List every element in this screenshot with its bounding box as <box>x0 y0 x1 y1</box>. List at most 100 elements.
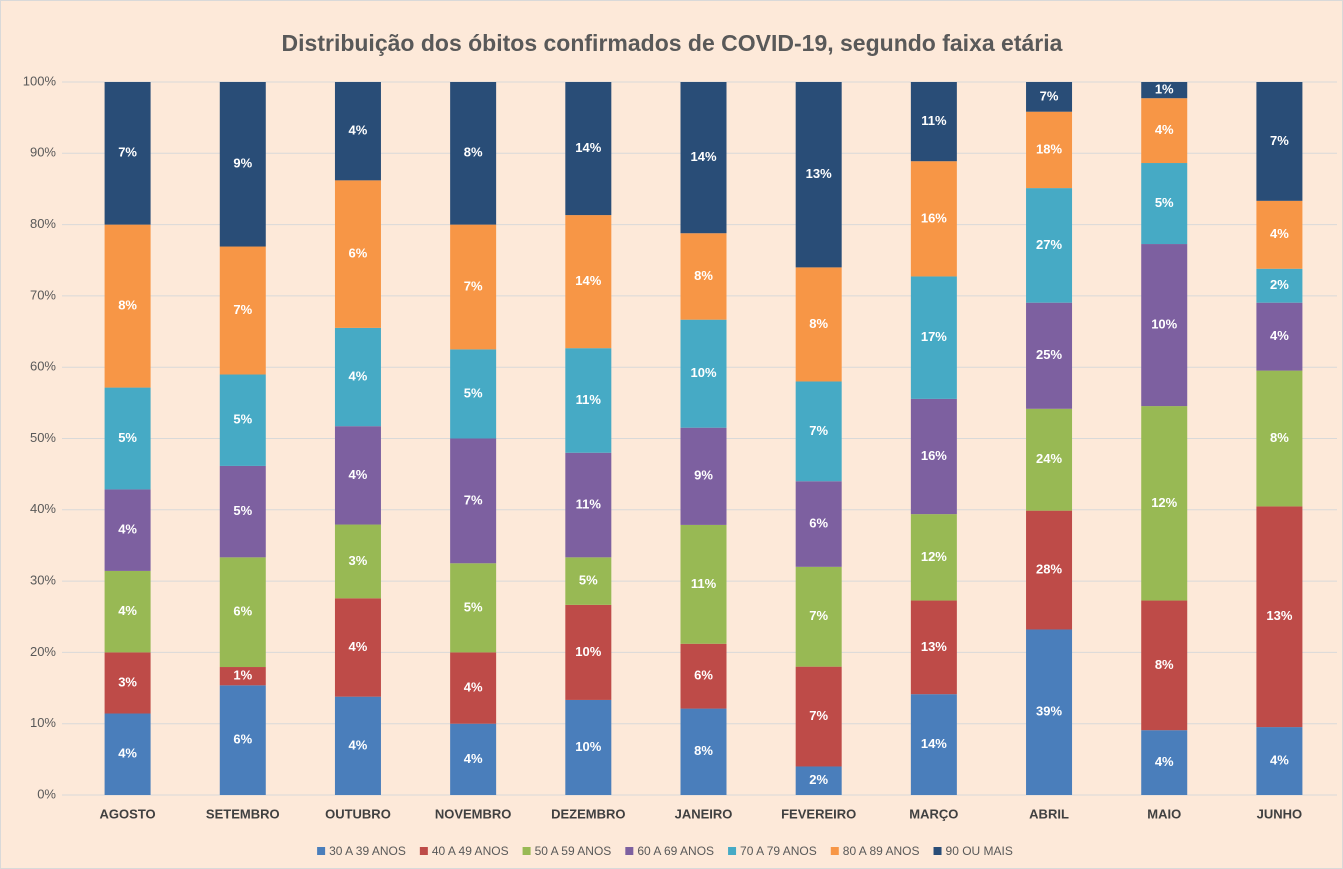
data-label: 5% <box>464 385 483 400</box>
legend-swatch <box>522 847 531 855</box>
y-tick-label: 10% <box>30 715 56 730</box>
bar-segment <box>910 161 957 277</box>
bar-segment <box>104 570 151 653</box>
bar-segment <box>334 696 381 795</box>
data-label: 7% <box>1040 88 1059 103</box>
bar-segment <box>680 427 727 525</box>
data-label: 4% <box>464 751 483 766</box>
bar-segment <box>1256 82 1303 201</box>
bar-segment <box>1256 302 1303 371</box>
bar-segment <box>795 381 842 482</box>
data-label: 27% <box>1036 237 1062 252</box>
y-tick-label: 100% <box>23 73 57 88</box>
data-label: 6% <box>233 732 252 747</box>
chart-title: Distribuição dos óbitos confirmados de C… <box>282 30 1063 56</box>
bar-segment <box>334 327 381 427</box>
data-label: 16% <box>921 210 947 225</box>
x-tick-label: AGOSTO <box>100 806 156 821</box>
data-label: 10% <box>1151 317 1177 332</box>
bar-segment <box>1026 188 1073 303</box>
bar-segment <box>680 524 727 644</box>
bar-segment <box>450 723 497 795</box>
bar-segment <box>1026 111 1073 189</box>
y-tick-label: 30% <box>30 573 56 588</box>
data-label: 8% <box>464 145 483 160</box>
data-label: 4% <box>118 522 137 537</box>
data-label: 5% <box>118 430 137 445</box>
data-label: 4% <box>349 123 368 138</box>
bar-segment <box>795 666 842 767</box>
bar-segment <box>565 215 612 349</box>
bar-segment <box>219 667 266 686</box>
data-label: 14% <box>921 736 947 751</box>
x-tick-label: JUNHO <box>1257 806 1303 821</box>
bar-segment <box>104 713 151 795</box>
data-label: 3% <box>118 674 137 689</box>
data-label: 7% <box>233 302 252 317</box>
bar-segment <box>565 452 612 558</box>
x-tick-label: DEZEMBRO <box>551 806 625 821</box>
data-label: 4% <box>464 679 483 694</box>
data-label: 2% <box>1270 277 1289 292</box>
bar-segment <box>1141 163 1188 245</box>
data-label: 4% <box>1270 752 1289 767</box>
y-tick-label: 50% <box>30 430 56 445</box>
data-label: 11% <box>691 576 717 591</box>
bar-segment <box>334 524 381 599</box>
bar-segment <box>1026 629 1073 795</box>
y-tick-label: 40% <box>30 501 56 516</box>
data-label: 18% <box>1036 141 1062 156</box>
x-tick-label: SETEMBRO <box>206 806 280 821</box>
data-label: 7% <box>464 278 483 293</box>
legend-swatch <box>728 847 737 855</box>
data-label: 4% <box>118 746 137 761</box>
data-label: 5% <box>233 503 252 518</box>
legend-label: 80 A 89 ANOS <box>843 844 920 858</box>
bar-segment <box>450 652 497 724</box>
bar-segment <box>450 349 497 439</box>
bar-segment <box>450 438 497 564</box>
bar-segment <box>910 398 957 515</box>
bar-segment <box>565 348 612 453</box>
bar-segment <box>1256 727 1303 795</box>
data-label: 14% <box>575 273 601 288</box>
bar-segment <box>1141 98 1188 164</box>
bar-segment <box>219 465 266 558</box>
bar-segment <box>1026 408 1073 511</box>
data-label: 8% <box>694 743 713 758</box>
data-label: 6% <box>233 604 252 619</box>
x-tick-label: JANEIRO <box>675 806 733 821</box>
bar-segment <box>910 694 957 795</box>
data-label: 7% <box>809 423 828 438</box>
data-label: 14% <box>575 140 601 155</box>
data-label: 14% <box>690 149 716 164</box>
bar-segment <box>450 563 497 653</box>
data-label: 9% <box>233 156 252 171</box>
data-label: 16% <box>921 448 947 463</box>
data-label: 3% <box>349 553 368 568</box>
x-tick-label: NOVEMBRO <box>435 806 512 821</box>
bar-segment <box>680 319 727 428</box>
x-tick-label: FEVEREIRO <box>781 806 856 821</box>
bar-segment <box>795 566 842 667</box>
data-label: 1% <box>1155 82 1174 97</box>
data-label: 24% <box>1036 451 1062 466</box>
data-label: 4% <box>1155 754 1174 769</box>
data-label: 6% <box>349 246 368 261</box>
data-label: 11% <box>921 113 947 128</box>
bar-segment <box>910 514 957 601</box>
bar-segment <box>334 598 381 697</box>
bar-segment <box>1141 730 1188 795</box>
bar-segment <box>565 557 612 605</box>
data-label: 5% <box>1155 195 1174 210</box>
data-label: 7% <box>809 708 828 723</box>
legend-swatch <box>830 847 839 855</box>
y-tick-label: 80% <box>30 216 56 231</box>
data-label: 8% <box>118 298 137 313</box>
x-tick-label: OUTUBRO <box>325 806 391 821</box>
bar-segment <box>104 489 151 571</box>
legend-label: 40 A 49 ANOS <box>432 844 509 858</box>
bar-segment <box>910 600 957 695</box>
x-tick-label: MAIO <box>1147 806 1181 821</box>
